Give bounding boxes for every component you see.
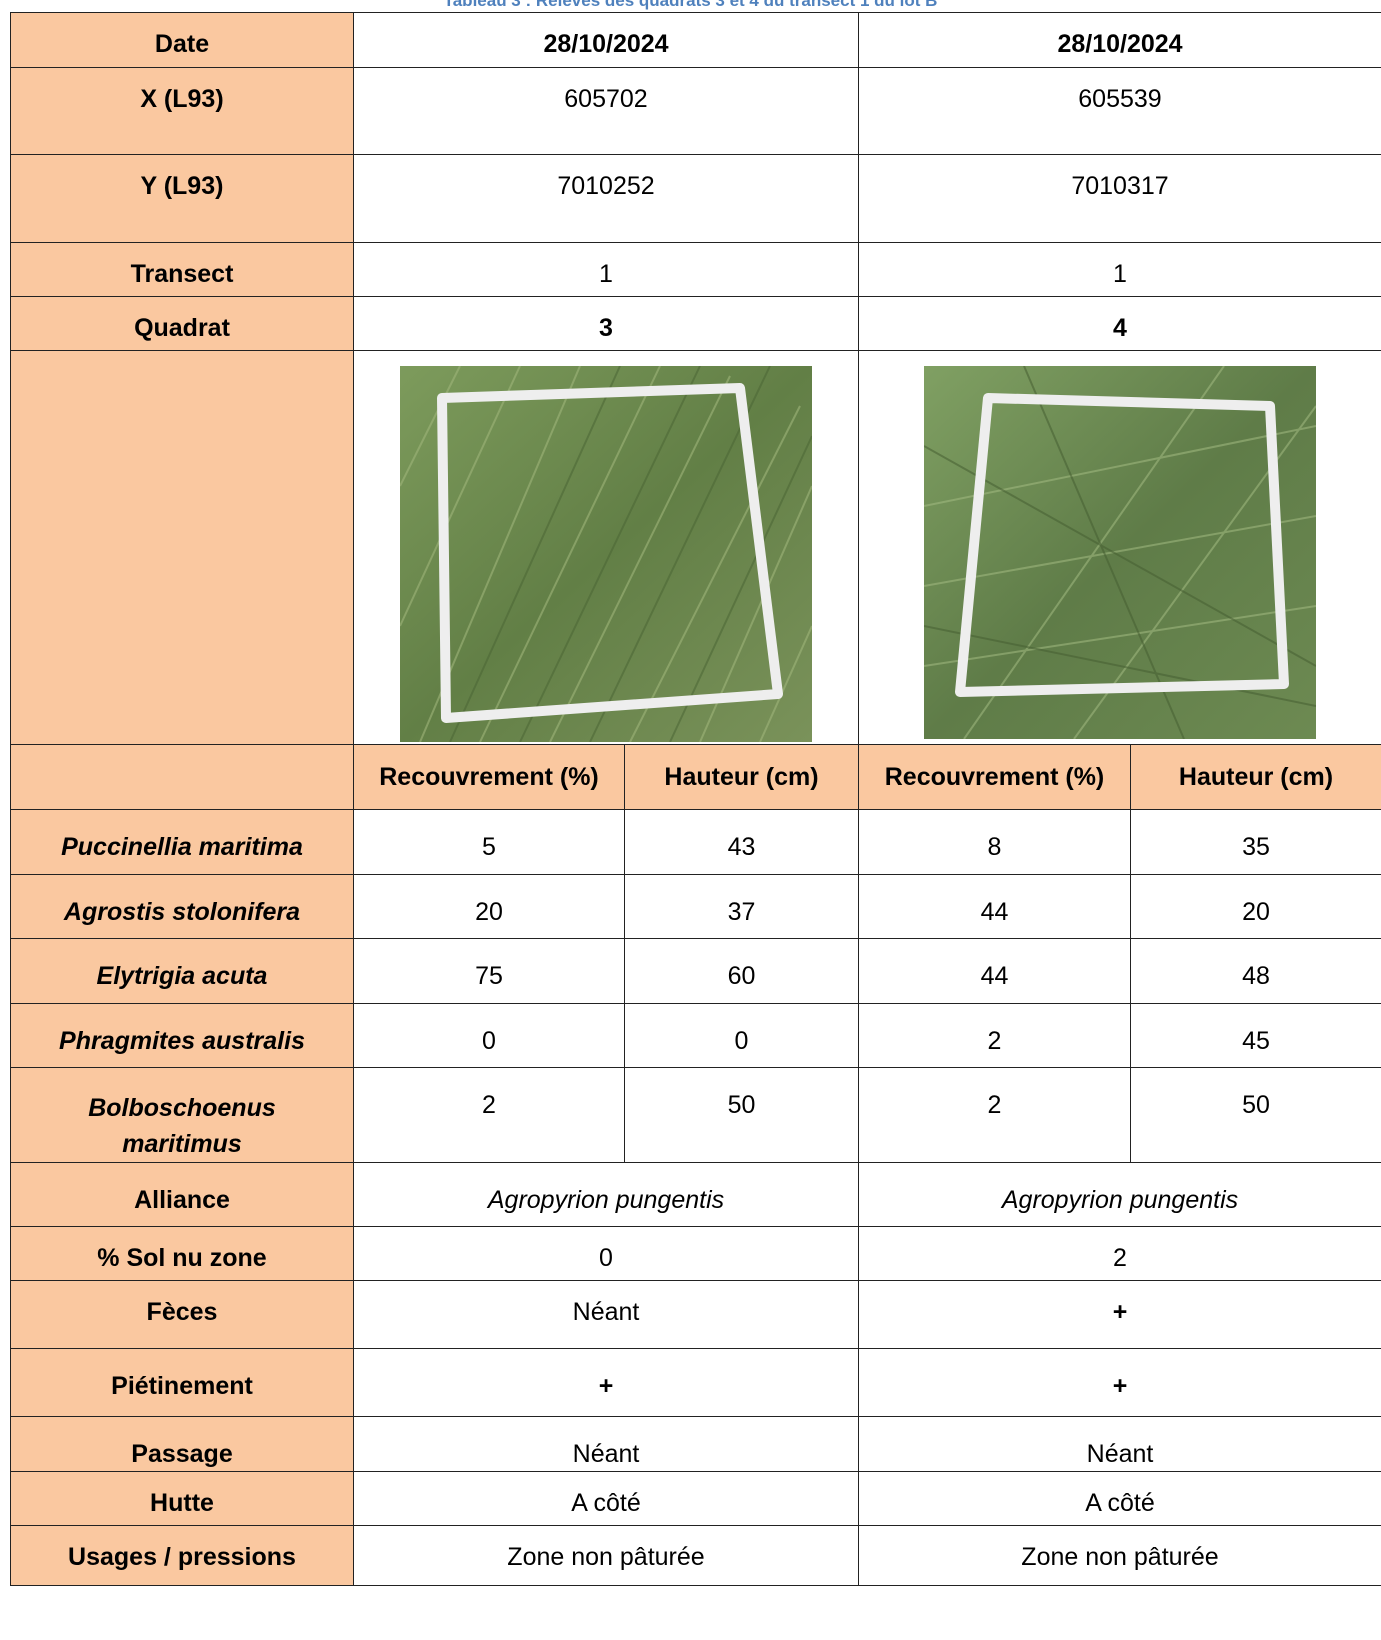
q4-photo-cell: [858, 350, 1381, 745]
q4-recouvrement-header: Recouvrement (%): [858, 744, 1131, 810]
species-q4-recouvrement: 2: [858, 1003, 1131, 1068]
species-q3-recouvrement: 2: [353, 1067, 625, 1163]
species-row: Puccinellia maritima 5 43 8 35: [10, 809, 1381, 875]
row-x: X (L93) 605702 605539: [10, 67, 1381, 155]
species-row: Agrostis stolonifera 20 37 44 20: [10, 874, 1381, 939]
species-name: Elytrigia acuta: [10, 938, 354, 1004]
row-pietinement: Piétinement + +: [10, 1348, 1381, 1417]
species-q4-recouvrement: 8: [858, 809, 1131, 875]
label-x: X (L93): [10, 67, 354, 155]
species-row: Phragmites australis 0 0 2 45: [10, 1003, 1381, 1068]
row-date: Date 28/10/2024 28/10/2024: [10, 12, 1381, 68]
q4-date: 28/10/2024: [858, 12, 1381, 68]
species-q3-recouvrement: 75: [353, 938, 625, 1004]
label-sol-nu: % Sol nu zone: [10, 1226, 354, 1281]
species-q4-hauteur: 35: [1130, 809, 1381, 875]
q4-hauteur-header: Hauteur (cm): [1130, 744, 1381, 810]
label-feces: Fèces: [10, 1280, 354, 1349]
row-usages: Usages / pressions Zone non pâturée Zone…: [10, 1525, 1381, 1586]
q3-transect: 1: [353, 242, 859, 297]
q4-passage: Néant: [858, 1416, 1381, 1472]
label-photo-empty: [10, 350, 354, 745]
q3-recouvrement-header: Recouvrement (%): [353, 744, 625, 810]
species-q4-hauteur: 20: [1130, 874, 1381, 939]
species-q4-recouvrement: 2: [858, 1067, 1131, 1163]
species-q3-hauteur: 0: [624, 1003, 859, 1068]
row-passage: Passage Néant Néant: [10, 1416, 1381, 1472]
label-transect: Transect: [10, 242, 354, 297]
q3-hauteur-header: Hauteur (cm): [624, 744, 859, 810]
q4-alliance: Agropyrion pungentis: [858, 1162, 1381, 1227]
q4-pietinement: +: [858, 1348, 1381, 1417]
quadrat-4-photo: [924, 366, 1316, 739]
q4-sol-nu: 2: [858, 1226, 1381, 1281]
species-q4-recouvrement: 44: [858, 874, 1131, 939]
q3-hutte: A côté: [353, 1471, 859, 1526]
q3-x: 605702: [353, 67, 859, 155]
q3-y: 7010252: [353, 154, 859, 243]
q3-sol-nu: 0: [353, 1226, 859, 1281]
quadrat-3-photo: [400, 366, 812, 742]
q4-y: 7010317: [858, 154, 1381, 243]
q3-usages: Zone non pâturée: [353, 1525, 859, 1586]
quadrat-table: Date 28/10/2024 28/10/2024 X (L93) 60570…: [10, 12, 1381, 1586]
label-subheader-empty: [10, 744, 354, 810]
species-q3-hauteur: 60: [624, 938, 859, 1004]
species-row: Elytrigia acuta 75 60 44 48: [10, 938, 1381, 1004]
row-sol-nu: % Sol nu zone 0 2: [10, 1226, 1381, 1281]
species-q4-hauteur: 50: [1130, 1067, 1381, 1163]
label-y: Y (L93): [10, 154, 354, 243]
row-quadrat: Quadrat 3 4: [10, 296, 1381, 351]
species-name: Bolboschoenus maritimus: [10, 1067, 354, 1163]
q3-passage: Néant: [353, 1416, 859, 1472]
species-name: Agrostis stolonifera: [10, 874, 354, 939]
row-photos: [10, 350, 1381, 745]
species-q3-recouvrement: 5: [353, 809, 625, 875]
table-caption: Tableau 3 : Relevés des quadrats 3 et 4 …: [443, 0, 938, 10]
q4-usages: Zone non pâturée: [858, 1525, 1381, 1586]
row-subheaders: Recouvrement (%) Hauteur (cm) Recouvreme…: [10, 744, 1381, 810]
q3-pietinement: +: [353, 1348, 859, 1417]
label-hutte: Hutte: [10, 1471, 354, 1526]
q4-x: 605539: [858, 67, 1381, 155]
species-q3-hauteur: 50: [624, 1067, 859, 1163]
q3-feces: Néant: [353, 1280, 859, 1349]
q3-quadrat: 3: [353, 296, 859, 351]
row-hutte: Hutte A côté A côté: [10, 1471, 1381, 1526]
row-feces: Fèces Néant +: [10, 1280, 1381, 1349]
species-q3-hauteur: 43: [624, 809, 859, 875]
species-q4-recouvrement: 44: [858, 938, 1131, 1004]
q4-quadrat: 4: [858, 296, 1381, 351]
label-quadrat: Quadrat: [10, 296, 354, 351]
q3-photo-cell: [353, 350, 859, 745]
q3-alliance: Agropyrion pungentis: [353, 1162, 859, 1227]
q3-date: 28/10/2024: [353, 12, 859, 68]
row-alliance: Alliance Agropyrion pungentis Agropyrion…: [10, 1162, 1381, 1227]
species-row: Bolboschoenus maritimus 2 50 2 50: [10, 1067, 1381, 1163]
q4-transect: 1: [858, 242, 1381, 297]
species-q3-recouvrement: 20: [353, 874, 625, 939]
q4-feces: +: [858, 1280, 1381, 1349]
species-name: Puccinellia maritima: [10, 809, 354, 875]
species-q4-hauteur: 48: [1130, 938, 1381, 1004]
label-date: Date: [10, 12, 354, 68]
label-usages: Usages / pressions: [10, 1525, 354, 1586]
species-q4-hauteur: 45: [1130, 1003, 1381, 1068]
label-alliance: Alliance: [10, 1162, 354, 1227]
label-passage: Passage: [10, 1416, 354, 1472]
label-pietinement: Piétinement: [10, 1348, 354, 1417]
row-transect: Transect 1 1: [10, 242, 1381, 297]
species-q3-recouvrement: 0: [353, 1003, 625, 1068]
row-y: Y (L93) 7010252 7010317: [10, 154, 1381, 243]
species-q3-hauteur: 37: [624, 874, 859, 939]
species-name: Phragmites australis: [10, 1003, 354, 1068]
q4-hutte: A côté: [858, 1471, 1381, 1526]
